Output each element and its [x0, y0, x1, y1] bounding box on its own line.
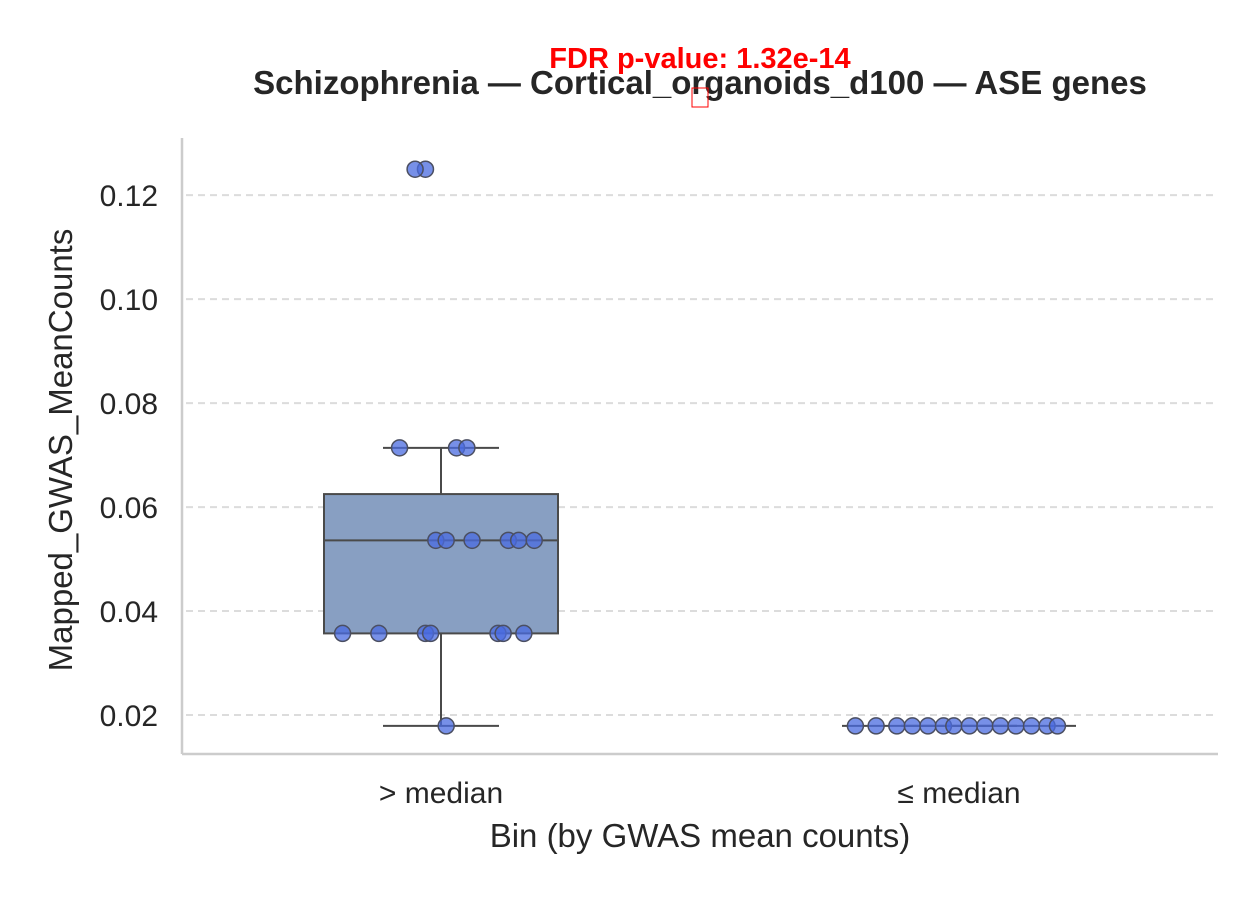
y-tick-labels: 0.02 0.04 0.06 0.08 0.10 0.12	[100, 180, 158, 733]
data-point	[888, 717, 906, 735]
data-point	[903, 717, 922, 735]
data-point	[945, 717, 963, 735]
data-point	[515, 624, 533, 643]
y-axis-label: Mapped_GWAS_MeanCounts	[42, 229, 79, 672]
data-point	[437, 717, 455, 735]
data-point	[333, 624, 352, 643]
data-point	[919, 717, 937, 735]
y-tick-label: 0.10	[100, 284, 158, 317]
data-point	[437, 531, 455, 550]
data-point	[406, 160, 424, 178]
x-axis-label: Bin (by GWAS mean counts)	[490, 817, 911, 854]
y-tick-label: 0.02	[100, 700, 158, 733]
y-tick-label: 0.12	[100, 180, 158, 213]
data-point	[1048, 717, 1067, 735]
y-tick-label: 0.08	[100, 388, 158, 421]
data-points	[333, 160, 1067, 735]
data-point	[525, 531, 543, 550]
chart-title: Schizophrenia — Cortical_organoids_d100 …	[253, 64, 1147, 101]
box-group	[323, 446, 559, 727]
data-point	[463, 531, 481, 550]
data-point	[458, 439, 476, 457]
data-point	[370, 624, 388, 643]
x-tick-labels: > median ≤ median	[379, 777, 1021, 810]
data-point	[494, 624, 512, 643]
data-point	[976, 717, 994, 735]
data-point	[421, 624, 440, 643]
data-point	[509, 531, 528, 550]
fdr-annotation: FDR p-value: 1.32e-14	[549, 43, 850, 75]
iqr-box	[323, 493, 559, 635]
x-tick-label: > median	[379, 777, 503, 810]
y-tick-label: 0.06	[100, 492, 158, 525]
data-point	[1007, 717, 1025, 735]
missing-glyph-box	[691, 87, 709, 108]
data-point	[1022, 717, 1041, 735]
data-point	[991, 717, 1010, 735]
data-point	[960, 717, 979, 735]
x-tick-label: ≤ median	[897, 777, 1020, 810]
data-point	[390, 439, 409, 457]
data-point	[867, 717, 885, 735]
boxes	[323, 446, 1076, 727]
y-tick-label: 0.04	[100, 596, 158, 629]
data-point	[846, 717, 865, 735]
